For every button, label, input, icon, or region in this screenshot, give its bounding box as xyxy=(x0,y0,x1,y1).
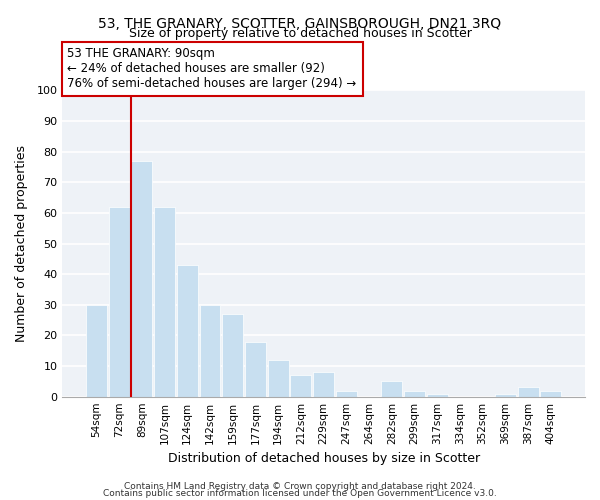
Bar xyxy=(268,360,289,397)
Bar xyxy=(86,305,107,396)
Bar xyxy=(131,161,152,396)
Text: 53 THE GRANARY: 90sqm
← 24% of detached houses are smaller (92)
76% of semi-deta: 53 THE GRANARY: 90sqm ← 24% of detached … xyxy=(67,48,356,90)
Bar xyxy=(404,390,425,396)
Bar xyxy=(222,314,243,396)
X-axis label: Distribution of detached houses by size in Scotter: Distribution of detached houses by size … xyxy=(167,452,479,465)
Bar xyxy=(427,394,448,396)
Bar xyxy=(495,394,516,396)
Y-axis label: Number of detached properties: Number of detached properties xyxy=(15,145,28,342)
Bar xyxy=(382,382,402,396)
Bar xyxy=(290,375,311,396)
Text: Size of property relative to detached houses in Scotter: Size of property relative to detached ho… xyxy=(128,28,472,40)
Bar xyxy=(109,207,130,396)
Bar xyxy=(541,390,561,396)
Bar xyxy=(336,390,357,396)
Bar xyxy=(518,388,539,396)
Bar xyxy=(154,207,175,396)
Text: 53, THE GRANARY, SCOTTER, GAINSBOROUGH, DN21 3RQ: 53, THE GRANARY, SCOTTER, GAINSBOROUGH, … xyxy=(98,18,502,32)
Bar xyxy=(200,305,220,396)
Bar xyxy=(313,372,334,396)
Text: Contains public sector information licensed under the Open Government Licence v3: Contains public sector information licen… xyxy=(103,490,497,498)
Bar xyxy=(245,342,266,396)
Bar xyxy=(177,265,198,396)
Text: Contains HM Land Registry data © Crown copyright and database right 2024.: Contains HM Land Registry data © Crown c… xyxy=(124,482,476,491)
